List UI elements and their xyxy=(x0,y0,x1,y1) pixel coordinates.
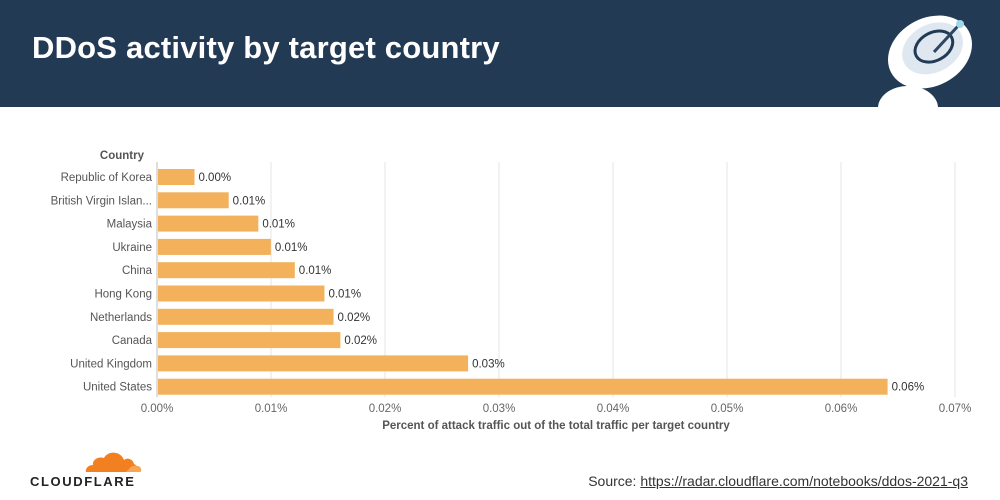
category-label: Canada xyxy=(112,335,153,347)
data-label: 0.02% xyxy=(338,312,371,324)
data-label: 0.01% xyxy=(328,289,361,301)
data-label: 0.01% xyxy=(233,195,266,207)
category-label: Ukraine xyxy=(112,242,152,254)
bar xyxy=(158,378,888,395)
x-axis-title: Percent of attack traffic out of the tot… xyxy=(382,420,730,432)
bar-chart: 0.00%0.01%0.01%0.01%0.01%0.01%0.02%0.02%… xyxy=(51,150,972,432)
header-banner: DDoS activity by target country xyxy=(0,0,1000,107)
x-tick-label: 0.04% xyxy=(597,403,630,415)
bar xyxy=(158,192,229,209)
bar xyxy=(158,215,259,232)
x-tick-labels: 0.00% 0.01% 0.02% 0.03% 0.04% 0.05% 0.06% 0.07% xyxy=(141,403,972,415)
logo-wordmark: CLOUDFLARE xyxy=(30,474,136,489)
x-tick-label: 0.03% xyxy=(483,403,516,415)
bar xyxy=(158,285,325,302)
bar xyxy=(158,238,271,255)
category-label: United Kingdom xyxy=(70,358,152,370)
x-tick-label: 0.01% xyxy=(255,403,288,415)
bars xyxy=(158,169,888,395)
category-label: China xyxy=(122,265,153,277)
category-label: United States xyxy=(83,382,152,394)
data-label: 0.06% xyxy=(892,382,925,394)
y-axis-title: Country xyxy=(100,150,145,162)
data-labels: 0.00%0.01%0.01%0.01%0.01%0.01%0.02%0.02%… xyxy=(198,172,924,394)
bar xyxy=(158,355,469,372)
cloudflare-logo: CLOUDFLARE xyxy=(30,448,150,492)
source-link[interactable]: https://radar.cloudflare.com/notebooks/d… xyxy=(640,473,968,489)
category-labels: Republic of Korea British Virgin Islan...… xyxy=(51,172,153,394)
data-label: 0.02% xyxy=(344,335,377,347)
category-label: British Virgin Islan... xyxy=(51,195,152,207)
bar xyxy=(158,262,295,279)
source-label: Source: xyxy=(588,473,637,489)
x-tick-label: 0.07% xyxy=(939,403,972,415)
data-label: 0.03% xyxy=(472,358,505,370)
data-label: 0.00% xyxy=(198,172,231,184)
x-tick-label: 0.00% xyxy=(141,403,174,415)
x-tick-label: 0.06% xyxy=(825,403,858,415)
bar xyxy=(158,308,334,325)
x-tick-label: 0.05% xyxy=(711,403,744,415)
bar xyxy=(158,169,195,185)
satellite-dish-icon xyxy=(878,15,973,107)
bar xyxy=(158,332,341,349)
source-line: Source: https://radar.cloudflare.com/not… xyxy=(588,473,968,489)
page-title: DDoS activity by target country xyxy=(32,30,500,65)
category-label: Hong Kong xyxy=(94,289,152,301)
cloud-icon xyxy=(85,452,142,472)
x-tick-label: 0.02% xyxy=(369,403,402,415)
category-label: Netherlands xyxy=(90,312,152,324)
category-label: Republic of Korea xyxy=(61,172,153,184)
data-label: 0.01% xyxy=(299,265,332,277)
data-label: 0.01% xyxy=(262,219,295,231)
category-label: Malaysia xyxy=(107,219,153,231)
data-label: 0.01% xyxy=(275,242,308,254)
